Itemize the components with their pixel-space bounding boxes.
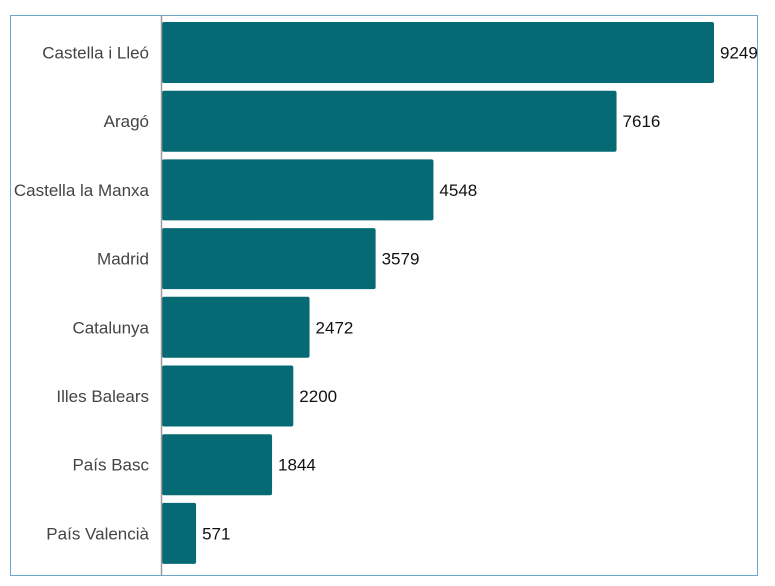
value-label: 571	[202, 524, 230, 543]
bar	[162, 365, 294, 427]
bar	[162, 159, 434, 221]
category-label: País Valencià	[46, 524, 149, 543]
category-labels-group: Castella i Lleó Aragó Castella la Manxa Mad…	[14, 44, 150, 544]
bar	[162, 502, 197, 564]
value-label: 2472	[316, 318, 354, 337]
category-label: Illes Balears	[56, 387, 149, 406]
bar	[162, 296, 310, 358]
value-label: 2200	[299, 387, 337, 406]
category-label: Castella la Manxa	[14, 181, 150, 200]
bars-group	[162, 22, 714, 564]
value-labels-group: 9249 7616 4548 3579 2472 2200 1844 571	[202, 44, 758, 544]
category-label: Madrid	[97, 250, 149, 269]
value-label: 9249	[720, 44, 758, 63]
bar	[162, 90, 617, 152]
value-label: 3579	[382, 250, 420, 269]
value-label: 7616	[623, 112, 661, 131]
category-label: Castella i Lleó	[42, 44, 149, 63]
category-label: País Basc	[72, 456, 149, 475]
value-label: 4548	[439, 181, 477, 200]
bar	[162, 22, 714, 83]
bar	[162, 434, 273, 496]
value-label: 1844	[278, 456, 316, 475]
category-label: Catalunya	[72, 318, 149, 337]
category-label: Aragó	[104, 112, 149, 131]
bar	[162, 228, 376, 290]
